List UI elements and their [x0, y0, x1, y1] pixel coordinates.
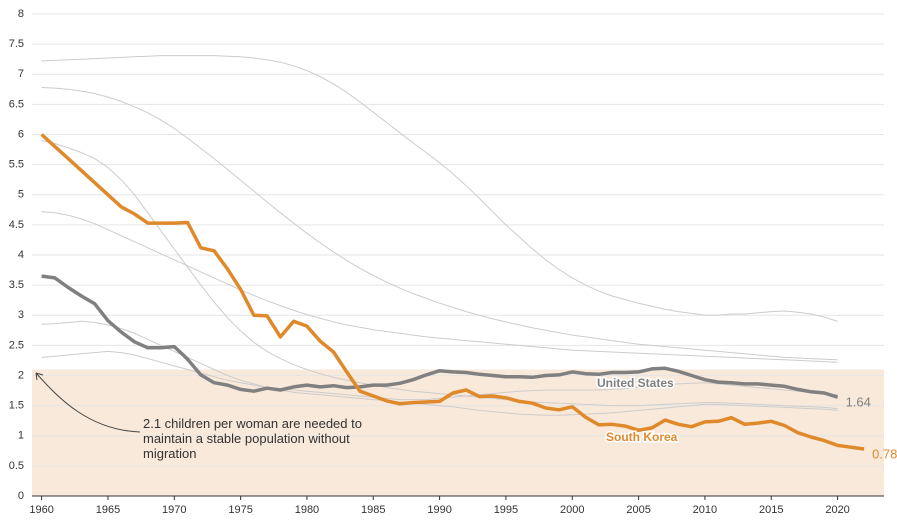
country-line [41, 350, 838, 401]
y-tick-label: 0 [18, 490, 24, 502]
x-tick-label: 1980 [295, 504, 319, 516]
end-label: 1.64 [846, 395, 871, 410]
series-label: United States [597, 376, 674, 390]
y-tick-label: 3.5 [9, 279, 24, 291]
annotation-arrow [35, 372, 141, 433]
x-tick-label: 2005 [626, 504, 650, 516]
y-tick-label: 4 [18, 249, 24, 261]
y-tick-label: 4.5 [9, 219, 24, 231]
x-tick-label: 2010 [693, 504, 717, 516]
x-tick-label: 1985 [361, 504, 385, 516]
highlight-line [41, 274, 839, 399]
x-tick-label: 1990 [427, 504, 451, 516]
country-line [41, 55, 838, 322]
country-line [41, 211, 838, 363]
x-tick-label: 2000 [560, 504, 584, 516]
end-label: 0.78 [872, 446, 897, 461]
country-line [41, 87, 838, 361]
x-tick-label: 1960 [29, 504, 53, 516]
y-tick-label: 7 [18, 68, 24, 80]
highlight-line [40, 133, 865, 451]
country-line [41, 140, 838, 410]
y-tick-label: 0.5 [9, 460, 24, 472]
x-tick-label: 2015 [759, 504, 783, 516]
x-tick-label: 2020 [825, 504, 849, 516]
y-tick-label: 2 [18, 369, 24, 381]
y-tick-label: 5.5 [9, 159, 24, 171]
band-annotation: 2.1 children per woman are needed to mai… [143, 416, 362, 461]
y-tick-label: 5 [18, 189, 24, 201]
y-tick-label: 1.5 [9, 400, 24, 412]
x-tick-label: 1995 [494, 504, 518, 516]
x-tick-label: 1975 [228, 504, 252, 516]
annotation-arrowhead [35, 372, 44, 381]
x-tick-label: 1970 [162, 504, 186, 516]
y-tick-label: 6 [18, 128, 24, 140]
country-line [41, 320, 838, 416]
y-tick-label: 2.5 [9, 339, 24, 351]
y-tick-label: 1 [18, 430, 24, 442]
x-tick-label: 1965 [96, 504, 120, 516]
y-tick-label: 8 [18, 8, 24, 20]
y-tick-label: 3 [18, 309, 24, 321]
y-tick-label: 7.5 [9, 38, 24, 50]
y-tick-label: 6.5 [9, 98, 24, 110]
series-label: South Korea [606, 430, 678, 444]
